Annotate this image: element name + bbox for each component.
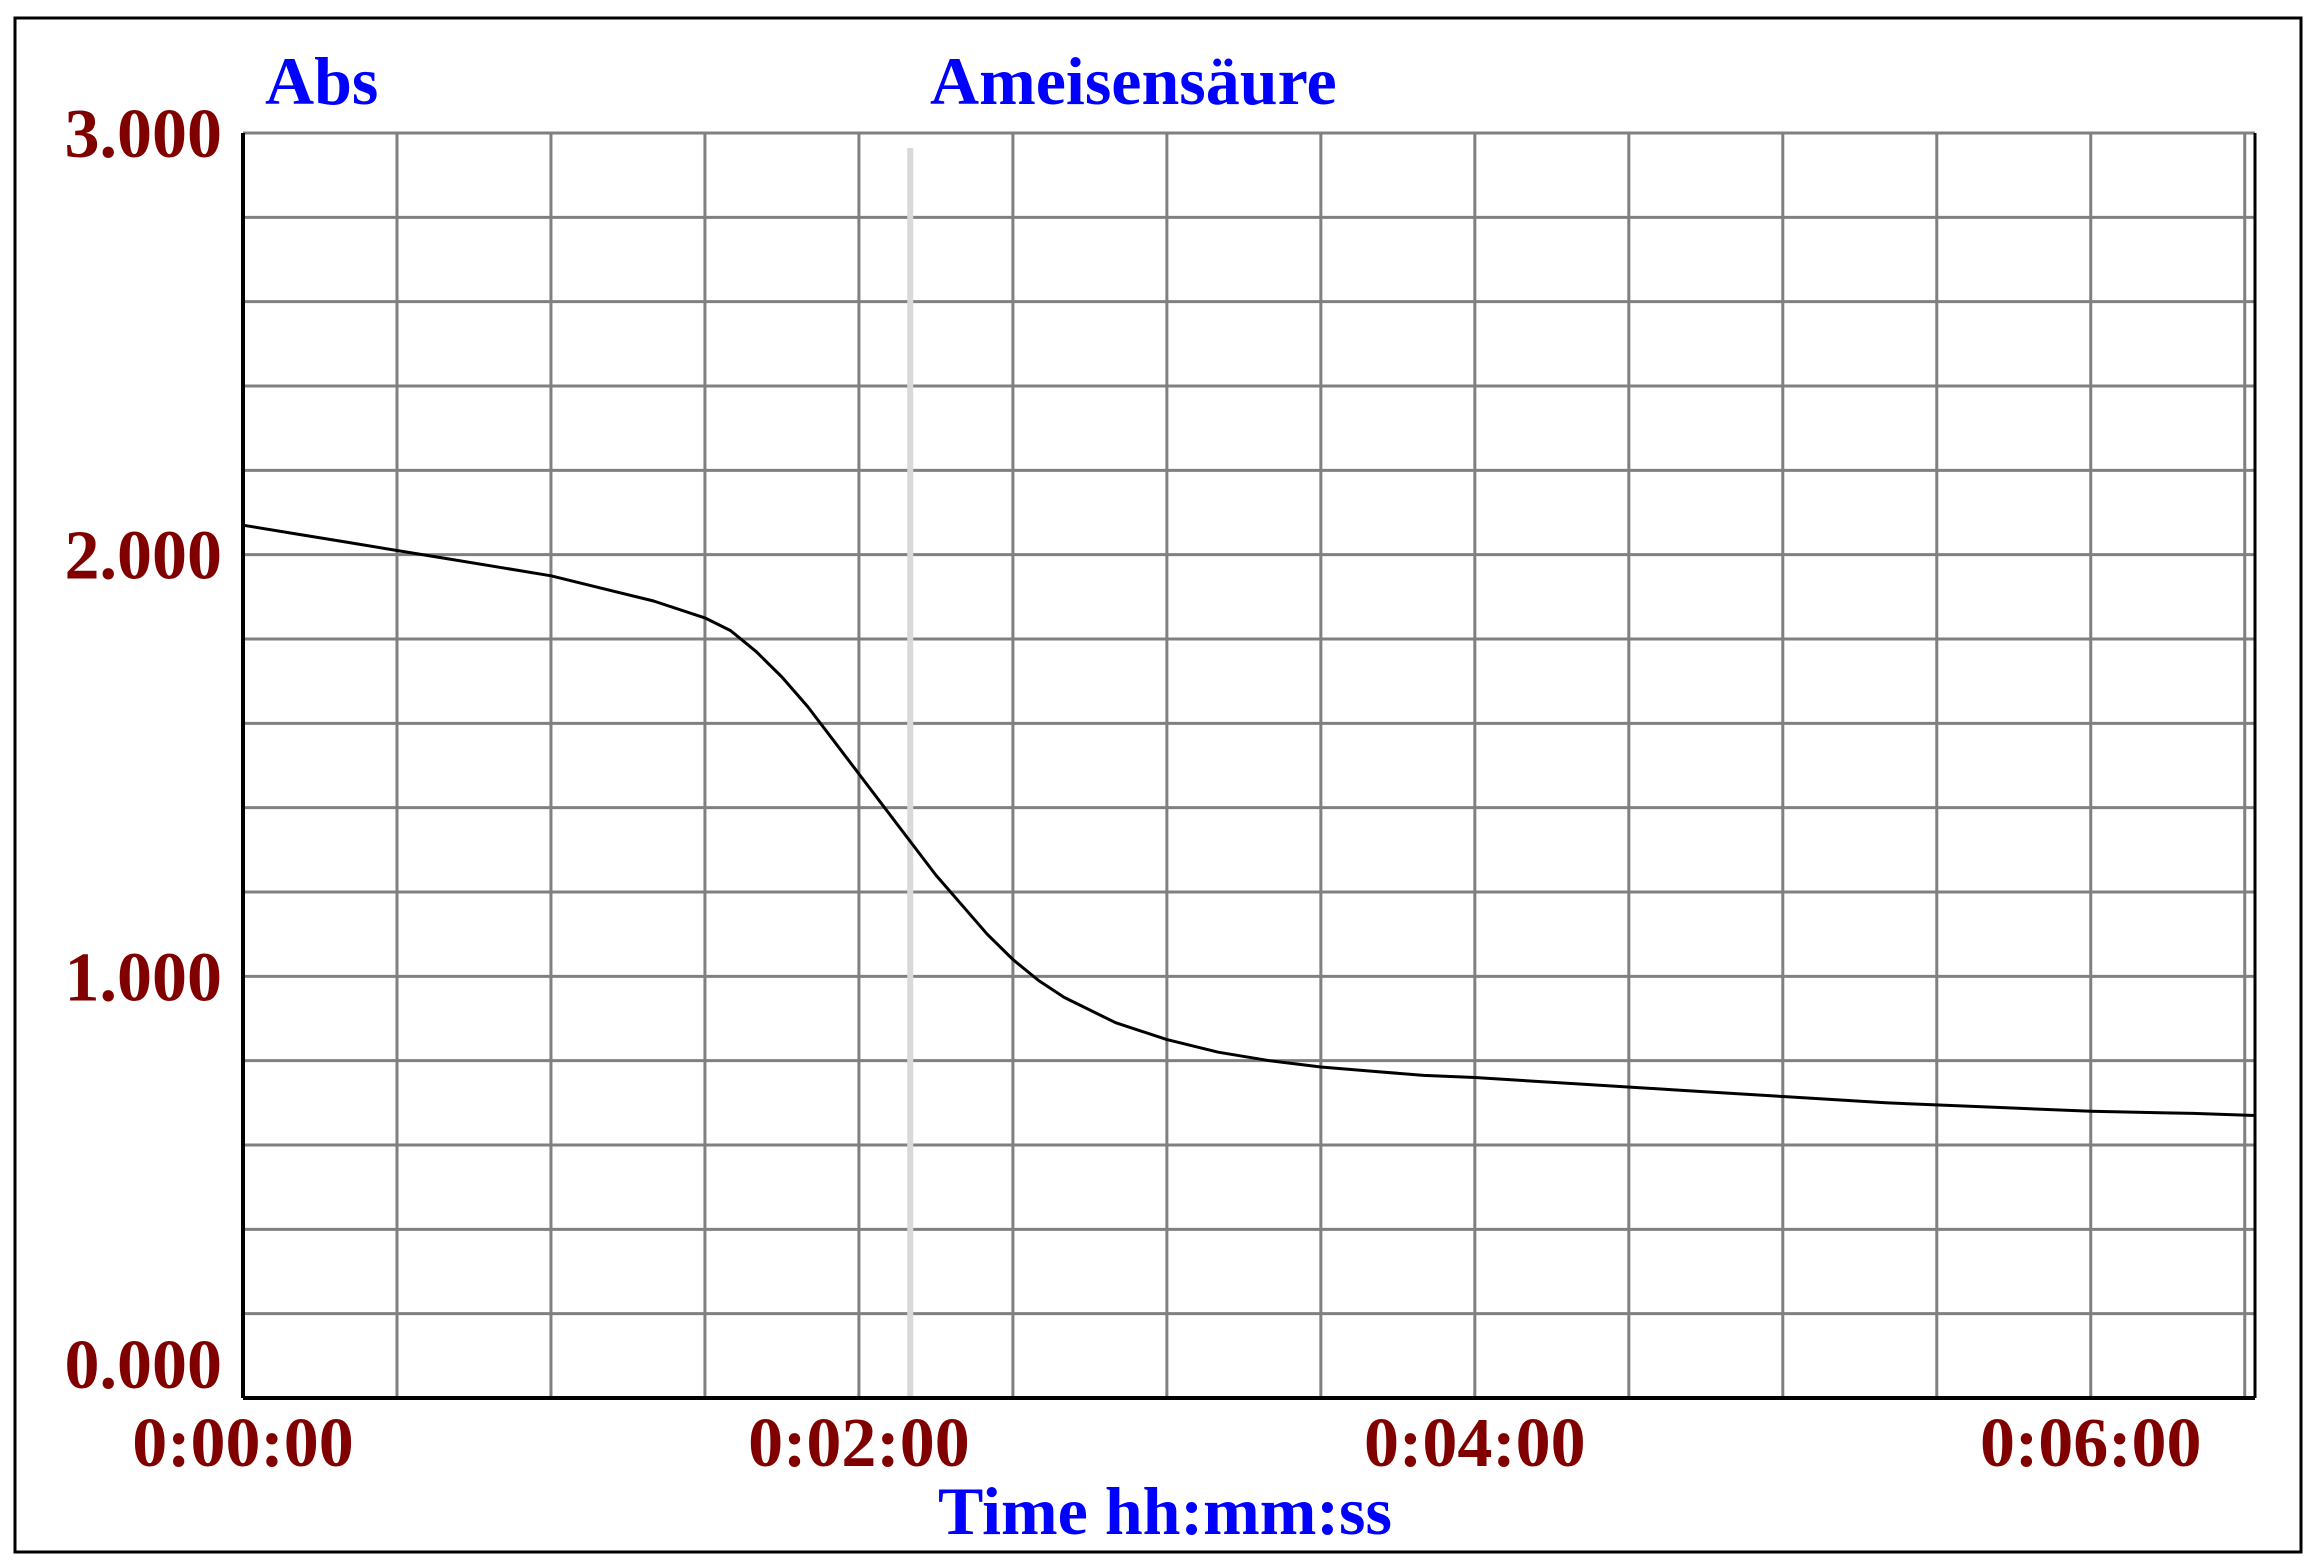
outer-frame — [13, 16, 2303, 1554]
y-axis-title: Abs — [265, 43, 378, 119]
y-tick-label: 0.000 — [65, 1327, 223, 1404]
chart-title: Ameisensäure — [930, 43, 1337, 119]
x-tick-label: 0:02:00 — [748, 1405, 970, 1482]
x-tick-label: 0:06:00 — [1980, 1405, 2202, 1482]
y-tick-label: 3.000 — [65, 96, 223, 173]
x-tick-label: 0:04:00 — [1364, 1405, 1586, 1482]
series-line — [242, 523, 2256, 1117]
x-axis-title: Time hh:mm:ss — [938, 1473, 1392, 1549]
y-tick-label: 1.000 — [65, 939, 223, 1016]
y-tick-label: 2.000 — [65, 518, 223, 595]
series-layer — [242, 523, 2256, 1117]
x-tick-label: 0:00:00 — [132, 1405, 354, 1482]
grid-layer — [243, 131, 2255, 1398]
axis-layer — [241, 133, 2257, 1400]
